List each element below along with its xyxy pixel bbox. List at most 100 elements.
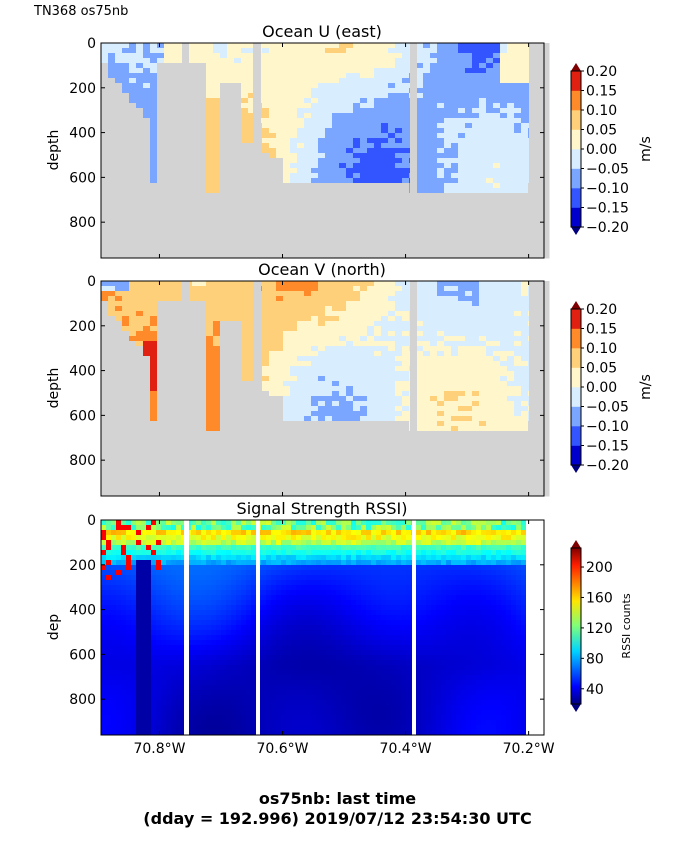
heatmap-cell [451,238,459,244]
heatmap-cell [388,138,396,144]
heatmap-cell [248,228,256,234]
heatmap-cell [220,361,228,367]
heatmap-cell [241,218,249,224]
heatmap-cell [493,173,501,179]
heatmap-cell [129,431,137,437]
heatmap-cell [318,306,326,312]
heatmap-cell [514,421,522,427]
heatmap-cell [339,53,347,59]
heatmap-cell [458,178,466,184]
heatmap-cell [150,43,158,49]
heatmap-cell [472,158,480,164]
heatmap-cell [311,113,319,119]
heatmap-cell [325,203,333,209]
heatmap-cell [430,421,438,427]
heatmap-cell [248,128,256,134]
heatmap-cell [465,83,473,89]
heatmap-cell [346,441,354,447]
heatmap-cell [171,336,179,342]
heatmap-cell [283,253,291,259]
heatmap-cell [290,218,298,224]
heatmap-cell [290,168,298,174]
heatmap-cell [381,416,389,422]
heatmap-cell [178,281,186,287]
heatmap-cell [115,53,123,59]
heatmap-cell [248,421,256,427]
heatmap-cell [325,183,333,189]
heatmap-cell [248,396,256,402]
heatmap-cell [220,173,228,179]
heatmap-cell [143,356,151,362]
heatmap-cell [283,436,291,442]
heatmap-cell [367,88,375,94]
heatmap-cell [122,223,130,229]
heatmap-cell [430,143,438,149]
heatmap-cell [451,183,459,189]
heatmap-cell [150,193,158,199]
heatmap-cell [283,178,291,184]
heatmap-cell [143,321,151,327]
heatmap-cell [542,43,550,49]
heatmap-cell [346,233,354,239]
heatmap-cell [542,73,550,79]
heatmap-cell [486,108,494,114]
heatmap-cell [486,158,494,164]
heatmap-cell [199,376,207,382]
heatmap-cell [388,218,396,224]
heatmap-cell [136,351,144,357]
ytick-label: 0 [87,36,96,52]
heatmap-cell [276,371,284,377]
heatmap-cell [115,138,123,144]
heatmap-cell [395,311,403,317]
heatmap-cell [227,53,235,59]
heatmap-cell [486,281,494,287]
heatmap-cell [171,83,179,89]
heatmap-cell [143,203,151,209]
heatmap-cell [444,436,452,442]
heatmap-cell [297,223,305,229]
heatmap-cell [388,183,396,189]
heatmap-cell [388,436,396,442]
heatmap-cell [269,291,277,297]
heatmap-cell [402,203,410,209]
cruise-label: TN368 os75nb [34,4,129,19]
heatmap-cell [346,68,354,74]
heatmap-cell [199,341,207,347]
heatmap-cell [157,366,165,372]
heatmap-cell [493,411,501,417]
heatmap-cell [458,133,466,139]
heatmap-cell [339,103,347,109]
heatmap-cell [297,153,305,159]
heatmap-cell [171,366,179,372]
heatmap-cell [311,93,319,99]
heatmap-cell [178,103,186,109]
heatmap-cell [325,133,333,139]
heatmap-cell [395,233,403,239]
heatmap-cell [122,173,130,179]
heatmap-cell [101,341,109,347]
heatmap-cell [353,143,361,149]
heatmap-cell [122,351,130,357]
heatmap-cell [346,243,354,249]
heatmap-cell [199,173,207,179]
heatmap-cell [402,178,410,184]
heatmap-cell [206,416,214,422]
heatmap-cell [241,306,249,312]
heatmap-cell [241,163,249,169]
heatmap-cell [311,58,319,64]
heatmap-cell [129,223,137,229]
heatmap-cell [479,93,487,99]
heatmap-cell [521,401,529,407]
heatmap-cell [297,63,305,69]
heatmap-cell [367,118,375,124]
heatmap-cell [423,401,431,407]
heatmap-cell [514,291,522,297]
heatmap-cell [234,243,242,249]
heatmap-cell [325,316,333,322]
heatmap-cell [423,108,431,114]
heatmap-cell [444,371,452,377]
heatmap-cell [297,213,305,219]
heatmap-cell [416,291,424,297]
heatmap-cell [346,218,354,224]
heatmap-cell [388,203,396,209]
